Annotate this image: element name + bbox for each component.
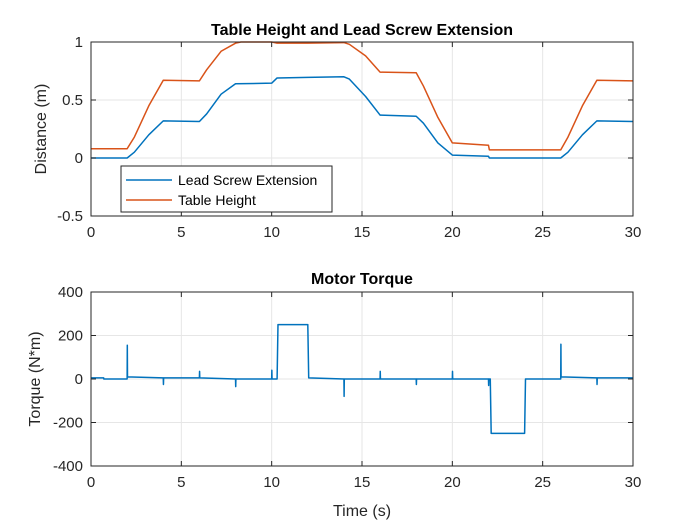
x-tick-label: 5: [177, 474, 185, 491]
x-tick-label: 10: [263, 474, 280, 491]
legend-label-lead-screw: Lead Screw Extension: [178, 172, 317, 188]
y-tick-label: 400: [58, 284, 83, 301]
series-line-0: [91, 76, 634, 159]
x-tick-label: 25: [534, 224, 551, 241]
x-tick-label: 20: [444, 224, 461, 241]
bottom-ticks: 0 5 10 15 20 25 30 -400 -200 0 200 400: [53, 284, 641, 491]
top-chart: 0 5 10 15 20 25 30-0.500.51 Table Height and L…: [33, 22, 641, 241]
y-tick-label: 1: [75, 34, 83, 51]
y-tick-label: 0.5: [62, 92, 83, 109]
top-y-axis-label: Distance (m): [33, 84, 50, 175]
x-tick-label: 0: [87, 474, 95, 491]
x-tick-label: 5: [177, 224, 185, 241]
y-tick-label: -200: [53, 415, 83, 432]
y-tick-label: 0: [75, 371, 83, 388]
x-tick-label: 15: [354, 474, 371, 491]
bottom-chart: 0 5 10 15 20 25 30 -400 -200 0 200 400 Motor Torque…: [27, 271, 641, 520]
top-series-lines: [91, 41, 634, 159]
x-tick-label: 15: [354, 224, 371, 241]
x-tick-label: 30: [625, 224, 642, 241]
bottom-x-axis-label: Time (s): [333, 503, 391, 520]
bottom-series-lines: [91, 323, 633, 435]
top-chart-title: Table Height and Lead Screw Extension: [211, 22, 513, 39]
top-ticks: 0 5 10 15 20 25 30-0.500.51: [57, 34, 641, 241]
x-tick-label: 30: [625, 474, 642, 491]
bottom-y-axis-label: Torque (N*m): [27, 331, 44, 426]
top-legend: Lead Screw Extension Table Height: [120, 165, 333, 213]
y-tick-label: 0: [75, 150, 83, 167]
bottom-chart-title: Motor Torque: [311, 271, 413, 288]
legend-label-table-height: Table Height: [178, 192, 256, 208]
x-tick-label: 0: [87, 224, 95, 241]
y-tick-label: -0.5: [57, 208, 83, 225]
x-tick-label: 20: [444, 474, 461, 491]
y-tick-label: -400: [53, 458, 83, 475]
y-tick-label: 200: [58, 328, 83, 345]
x-tick-label: 10: [263, 224, 280, 241]
series-line-1: [91, 41, 634, 151]
x-tick-label: 25: [534, 474, 551, 491]
series-line-0: [91, 323, 633, 435]
legend-box: [120, 165, 333, 213]
